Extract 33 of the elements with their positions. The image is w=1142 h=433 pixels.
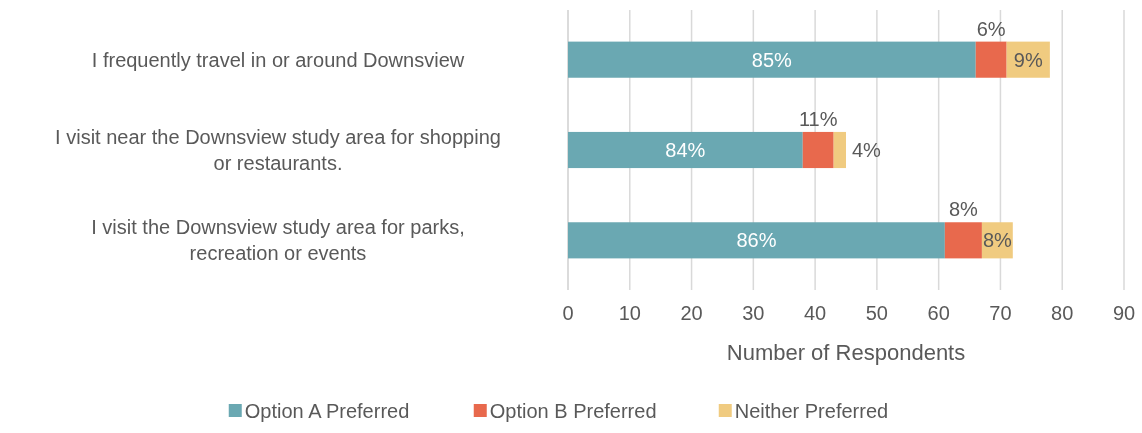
bar: [833, 131, 846, 169]
x-tick-label: 40: [803, 302, 827, 324]
x-axis-title: Number of Respondents: [726, 340, 966, 365]
annotation: 4%: [852, 139, 882, 161]
y-tick-label: I frequently travel in or around Downsview: [91, 48, 465, 71]
x-tick-label: 30: [742, 302, 765, 324]
x-tick-label: 60: [927, 302, 950, 324]
x-tick-label: 70: [989, 302, 1012, 324]
x-tick-label: 90: [1112, 302, 1136, 324]
annotation: 8%: [948, 198, 979, 221]
bar: [568, 131, 803, 169]
y-tick-label: I visit the Downsview study area for parks, recreation or events: [91, 216, 465, 265]
bar: [568, 41, 976, 78]
legend-label: Option B Preferred: [489, 400, 657, 422]
annotation: 8%: [982, 229, 1013, 252]
x-tick-label: 0: [562, 302, 574, 324]
annotation: 11%: [798, 107, 838, 130]
annotation: 86%: [736, 229, 777, 252]
legend-label: Option A Preferred: [244, 400, 410, 422]
x-tick-label: 10: [618, 302, 641, 324]
x-tick-label: 80: [1051, 302, 1074, 324]
bar: [802, 131, 834, 169]
annotation: 85%: [751, 48, 793, 71]
x-tick-label: 20: [680, 302, 703, 324]
annotation: 84%: [665, 139, 706, 161]
annotation: 9%: [1013, 48, 1043, 71]
y-tick-label: I visit near the Downsview study area for shopping or restaurants.: [55, 126, 501, 174]
annotation: 6%: [976, 17, 1006, 40]
legend-label: Neither Preferred: [734, 400, 889, 422]
bar: [975, 41, 1007, 78]
x-tick-label: 50: [865, 302, 889, 324]
bar: [944, 222, 982, 259]
bar: [568, 222, 945, 259]
